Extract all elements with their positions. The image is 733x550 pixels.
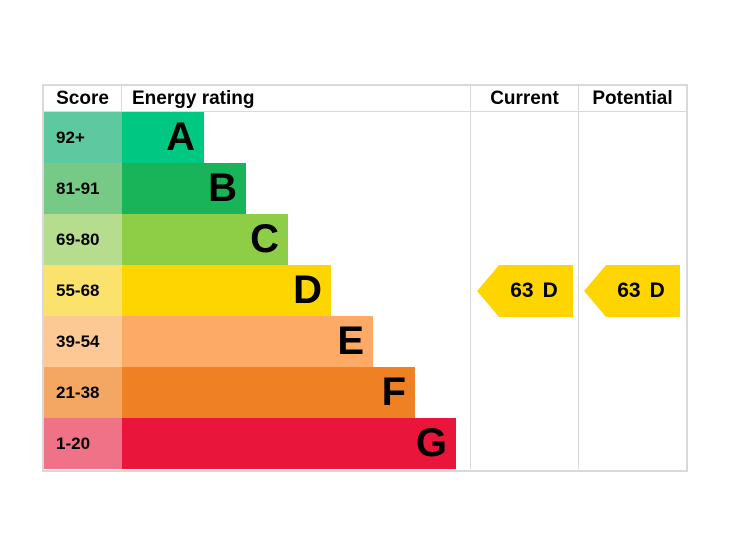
- band-score-range: 92+: [44, 112, 122, 163]
- band-row-c: 69-80 C: [44, 214, 686, 265]
- band-row-f: 21-38 F: [44, 367, 686, 418]
- band-bar-b: B: [122, 163, 246, 214]
- band-bar-d: D: [122, 265, 331, 316]
- band-score-range: 21-38: [44, 367, 122, 418]
- score-column-header: Score: [44, 86, 122, 111]
- energy-rating-column-header: Energy rating: [132, 87, 255, 109]
- potential-rating-value: 63: [617, 279, 641, 302]
- band-score-range: 55-68: [44, 265, 122, 316]
- band-row-d: 55-68 D: [44, 265, 686, 316]
- chart-header-row: Score Energy rating Current Potential: [44, 86, 686, 112]
- current-column-header: Current: [470, 86, 578, 111]
- chart-body: 92+ A 81-91 B 69-80 C 55-68 D 39-54 E 21…: [44, 112, 686, 469]
- band-bar-c: C: [122, 214, 288, 265]
- band-row-b: 81-91 B: [44, 163, 686, 214]
- potential-column-header: Potential: [578, 86, 686, 111]
- potential-rating-letter: D: [649, 279, 665, 302]
- band-bar-a: A: [122, 112, 204, 163]
- band-bar-f: F: [122, 367, 415, 418]
- current-rating-letter: D: [542, 279, 558, 302]
- current-column-divider: [470, 112, 471, 469]
- band-score-range: 39-54: [44, 316, 122, 367]
- current-rating-arrow: 63 D: [477, 265, 573, 317]
- band-bar-e: E: [122, 316, 373, 367]
- band-score-range: 1-20: [44, 418, 122, 469]
- band-row-g: 1-20 G: [44, 418, 686, 469]
- band-row-a: 92+ A: [44, 112, 686, 163]
- band-score-range: 69-80: [44, 214, 122, 265]
- potential-column-divider: [578, 112, 579, 469]
- band-bar-g: G: [122, 418, 456, 469]
- potential-rating-arrow: 63 D: [584, 265, 680, 317]
- energy-rating-chart: Score Energy rating Current Potential 92…: [42, 84, 688, 472]
- band-row-e: 39-54 E: [44, 316, 686, 367]
- current-rating-value: 63: [510, 279, 534, 302]
- band-score-range: 81-91: [44, 163, 122, 214]
